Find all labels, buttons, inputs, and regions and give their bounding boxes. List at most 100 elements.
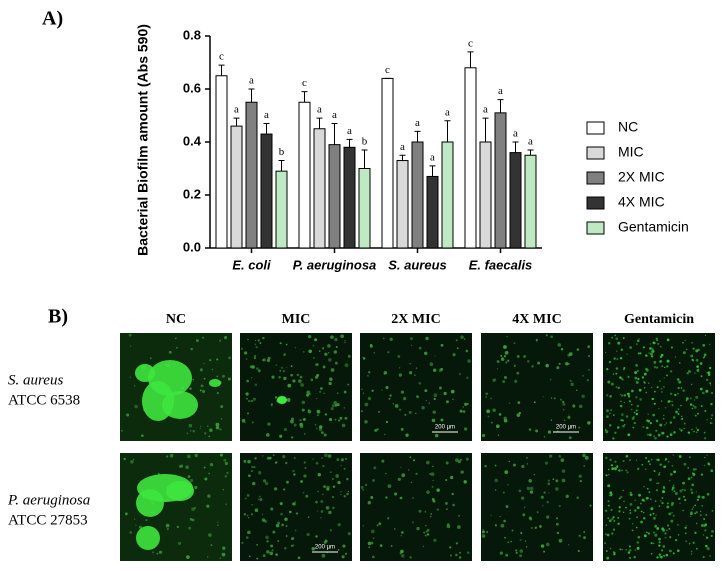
speck	[703, 431, 706, 434]
speck	[199, 368, 203, 372]
speck	[670, 346, 673, 349]
speck	[176, 346, 178, 349]
speck	[409, 556, 412, 559]
speck	[290, 373, 293, 377]
speck	[685, 540, 688, 543]
speck	[217, 521, 219, 523]
speck	[611, 517, 614, 521]
speck	[332, 506, 335, 510]
speck	[583, 536, 586, 540]
speck	[613, 357, 616, 360]
speck	[683, 462, 687, 466]
speck	[652, 413, 655, 417]
speck	[505, 505, 509, 508]
speck	[620, 413, 624, 416]
speck	[659, 463, 662, 466]
speck	[277, 540, 280, 542]
speck	[507, 359, 510, 362]
speck	[547, 482, 551, 486]
speck	[401, 473, 406, 478]
speck	[426, 528, 430, 532]
speck	[614, 334, 617, 337]
speck	[664, 457, 668, 461]
speck	[274, 396, 278, 399]
speck	[694, 414, 697, 417]
speck	[638, 493, 642, 497]
speck	[661, 527, 665, 531]
speck	[615, 386, 617, 388]
speck	[627, 433, 631, 437]
speck	[553, 397, 556, 400]
speck	[199, 427, 201, 430]
speck	[693, 399, 696, 401]
speck	[641, 463, 644, 466]
speck	[243, 459, 247, 463]
speck	[456, 347, 459, 350]
speck	[616, 358, 619, 360]
speck	[637, 467, 640, 470]
speck	[650, 542, 653, 545]
speck	[577, 549, 580, 553]
speck	[655, 337, 658, 340]
speck	[604, 351, 607, 354]
speck	[629, 509, 631, 512]
speck	[635, 396, 638, 399]
speck	[367, 375, 369, 377]
speck	[334, 404, 338, 407]
speck	[648, 352, 650, 354]
speck	[628, 556, 632, 559]
speck	[279, 369, 282, 372]
speck	[310, 378, 314, 382]
speck	[280, 366, 284, 369]
speck	[704, 523, 708, 527]
speck	[613, 551, 616, 555]
error-bar	[399, 154, 406, 161]
speck	[540, 495, 544, 499]
speck	[621, 419, 624, 422]
speck	[498, 413, 502, 416]
significance-letter: b	[279, 146, 285, 158]
speck	[340, 458, 344, 462]
speck	[576, 348, 580, 351]
speck	[709, 384, 712, 386]
speck	[507, 484, 509, 486]
speck	[684, 339, 686, 342]
speck	[617, 522, 620, 525]
speck	[653, 542, 655, 545]
bar	[358, 168, 371, 249]
speck	[328, 510, 332, 515]
speck	[646, 531, 648, 534]
speck	[524, 540, 527, 542]
speck	[666, 365, 669, 368]
speck	[275, 523, 280, 528]
speck	[374, 428, 378, 432]
speck	[215, 425, 220, 430]
speck	[306, 532, 310, 537]
speck	[439, 386, 442, 390]
speck	[327, 454, 332, 458]
speck	[257, 369, 261, 373]
speck	[643, 511, 645, 514]
speck	[668, 527, 671, 530]
speck	[303, 432, 306, 435]
speck	[503, 519, 506, 523]
speck	[662, 490, 665, 494]
speck	[290, 419, 294, 424]
speck	[669, 421, 673, 424]
speck	[631, 389, 634, 393]
speck	[288, 510, 292, 514]
speck	[296, 373, 300, 377]
speck	[616, 465, 619, 468]
speck	[695, 522, 698, 525]
speck	[379, 544, 383, 547]
speck	[588, 355, 591, 357]
speck	[662, 417, 665, 420]
speck	[557, 430, 559, 432]
speck	[384, 433, 386, 436]
speck	[464, 402, 468, 406]
speck	[688, 542, 691, 545]
speck	[265, 535, 269, 540]
speck	[607, 484, 611, 488]
speck	[271, 549, 274, 552]
speck	[200, 384, 204, 388]
